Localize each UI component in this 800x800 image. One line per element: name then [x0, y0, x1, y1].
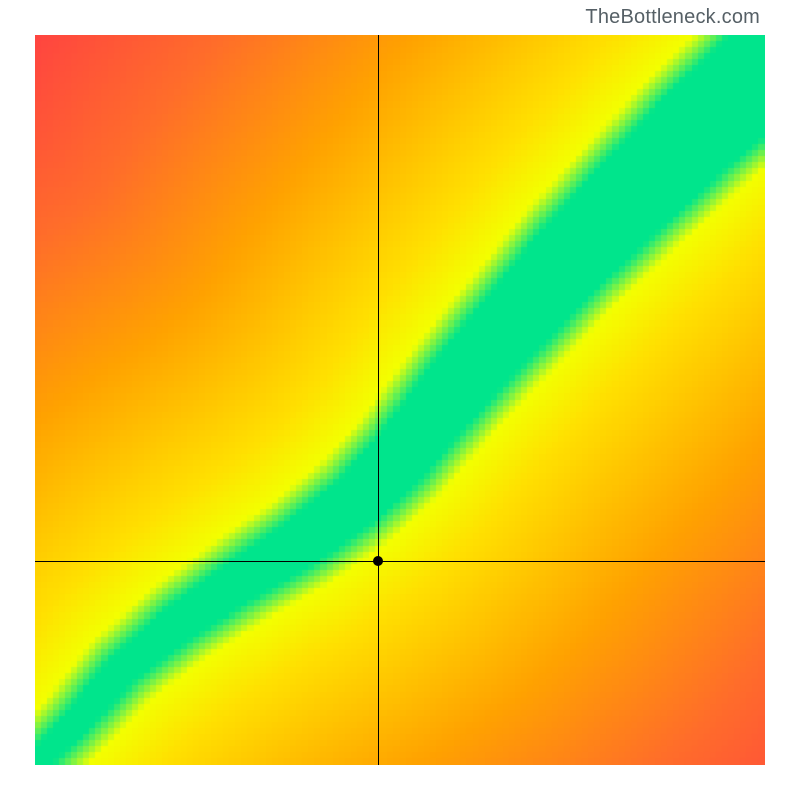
bottleneck-heatmap: [35, 35, 765, 765]
watermark-text: TheBottleneck.com: [585, 6, 760, 29]
heatmap-canvas: [35, 35, 765, 765]
